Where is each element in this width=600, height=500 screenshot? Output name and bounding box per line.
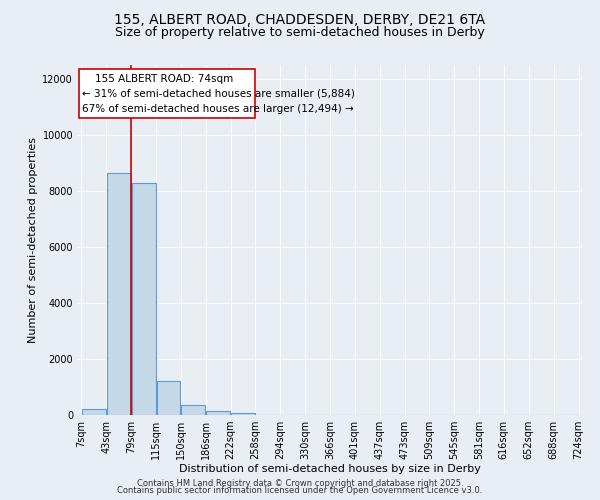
Text: Contains HM Land Registry data © Crown copyright and database right 2025.: Contains HM Land Registry data © Crown c…: [137, 478, 463, 488]
Text: Contains public sector information licensed under the Open Government Licence v3: Contains public sector information licen…: [118, 486, 482, 495]
Bar: [206, 412, 230, 415]
Text: Size of property relative to semi-detached houses in Derby: Size of property relative to semi-detach…: [115, 26, 485, 39]
Bar: [181, 405, 205, 415]
Text: 155, ALBERT ROAD, CHADDESDEN, DERBY, DE21 6TA: 155, ALBERT ROAD, CHADDESDEN, DERBY, DE2…: [115, 12, 485, 26]
Bar: [82, 410, 106, 415]
Y-axis label: Number of semi-detached properties: Number of semi-detached properties: [28, 137, 38, 343]
Bar: [230, 414, 256, 415]
Text: 155 ALBERT ROAD: 74sqm
← 31% of semi-detached houses are smaller (5,884)
67% of : 155 ALBERT ROAD: 74sqm ← 31% of semi-det…: [82, 74, 355, 114]
X-axis label: Distribution of semi-detached houses by size in Derby: Distribution of semi-detached houses by …: [179, 464, 481, 473]
Bar: [157, 382, 181, 415]
Bar: [107, 173, 131, 415]
FancyBboxPatch shape: [79, 69, 256, 118]
Bar: [131, 182, 156, 415]
